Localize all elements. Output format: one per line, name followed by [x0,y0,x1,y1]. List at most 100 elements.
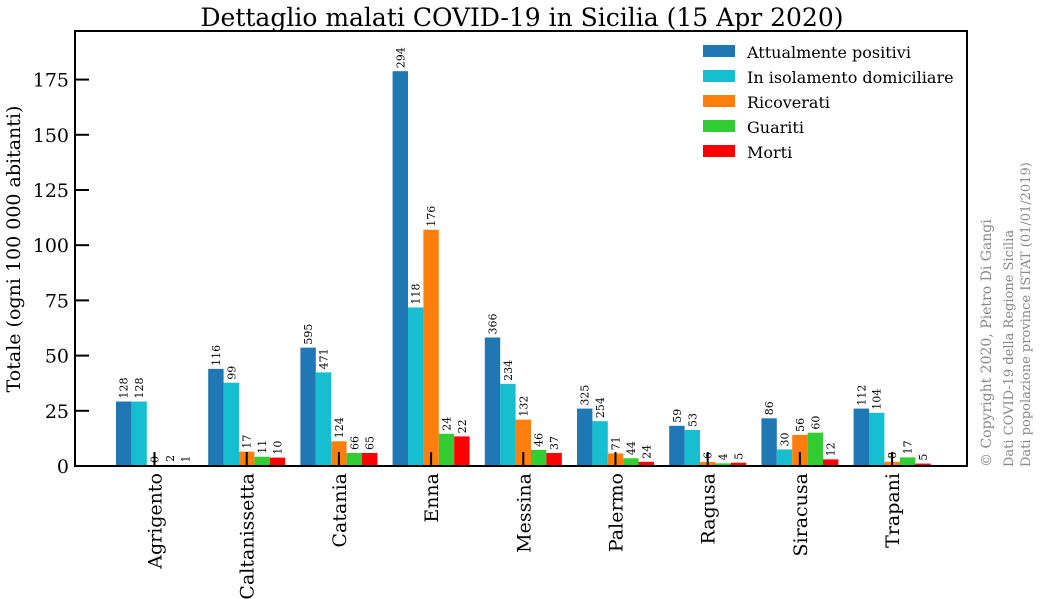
bar-value-label: 325 [579,385,592,406]
bar-trapani-s4 [915,463,931,466]
credit-copyright: © Copyright 2020, Pietro Di Gangi [979,219,995,467]
legend-swatch [703,70,735,82]
bar-caltanissetta-s0 [208,368,224,466]
y-tick-label: 150 [33,125,69,147]
bar-messina-s0 [484,337,501,466]
credit-population-source: Dati popolazione province ISTAT (01/01/2… [1019,162,1034,467]
x-tick-label-enna: Enna [421,473,443,523]
y-axis-label: Totale (ogni 100 000 abitanti) [3,106,25,393]
bar-palermo-s3 [623,458,639,466]
legend-swatch [703,145,735,157]
x-tick-label-agrigento: Agrigento [145,473,167,570]
bar-value-label: 471 [318,348,331,369]
y-tick-label: 0 [57,456,69,478]
bar-siracusa-s1 [776,449,793,466]
bar-value-label: 132 [517,396,530,417]
bar-trapani-s3 [899,457,916,466]
bar-value-label: 17 [902,440,915,454]
bar-ragusa-s1 [684,430,700,466]
x-tick-label-caltanissetta: Caltanissetta [237,473,259,599]
bar-agrigento-s1 [131,401,147,466]
bar-value-label: 30 [779,432,792,446]
bar-value-label: 595 [302,324,315,345]
bar-catania-s3 [346,452,362,466]
legend-swatch [703,45,735,57]
bar-messina-s2 [515,419,531,466]
bar-messina-s1 [500,383,516,466]
bar-caltanissetta-s3 [254,456,270,466]
legend-swatch [703,95,735,107]
credits: © Copyright 2020, Pietro Di Gangi Dati C… [979,162,1034,467]
bar-value-label: 5 [733,453,746,460]
bar-messina-s3 [531,449,547,466]
bar-enna-s4 [454,436,470,466]
bar-value-label: 86 [763,401,776,415]
bar-value-label: 234 [502,360,515,381]
bar-value-label: 118 [410,283,423,304]
bar-value-label: 124 [333,417,346,438]
credit-covid-source: Dati COVID-19 della Regione Sicilia [1002,230,1017,467]
bar-value-label: 12 [825,442,838,456]
bar-value-label: 56 [794,418,807,432]
x-tick-label-siracusa: Siracusa [790,473,812,556]
bar-palermo-s4 [638,461,654,466]
bar-value-label: 4 [717,453,730,460]
bar-value-label: 66 [348,436,361,450]
bar-value-label: 128 [133,378,146,399]
x-tick-label-messina: Messina [513,473,535,553]
bar-value-label: 254 [594,397,607,418]
bar-value-label: 22 [456,419,469,433]
bar-value-label: 46 [533,433,546,447]
bar-value-label: 294 [394,47,407,68]
bar-value-label: 65 [364,436,377,450]
bar-trapani-s0 [853,408,869,466]
bar-value-label: 53 [686,413,699,427]
bar-siracusa-s0 [761,418,777,466]
bar-value-label: 10 [272,441,285,455]
x-tick-label-trapani: Trapani [882,473,904,548]
bar-ragusa-s3 [715,463,731,466]
x-tick-label-catania: Catania [329,473,351,547]
bar-value-label: 176 [425,206,438,227]
bar-value-label: 128 [118,378,131,399]
y-tick-label: 75 [45,290,69,312]
bar-agrigento-s0 [116,401,132,466]
legend-label: Attualmente positivi [746,43,911,62]
bar-value-label: 17 [241,435,254,449]
bar-catania-s0 [300,347,316,466]
bar-siracusa-s3 [807,432,823,466]
legend-swatch [703,120,735,132]
bar-enna-s0 [392,71,408,466]
bar-value-label: 104 [871,389,884,410]
bar-catania-s1 [315,372,332,466]
bar-trapani-s1 [869,412,885,466]
plot-area: 1281165952943663255986112128994711182342… [33,30,968,599]
bar-palermo-s1 [592,421,608,466]
y-tick-label: 100 [33,235,69,257]
bar-enna-s3 [438,433,455,466]
bar-value-label: 116 [210,345,223,366]
bar-ragusa-s4 [730,462,747,466]
bar-value-label: 60 [809,416,822,430]
x-tick-label-ragusa: Ragusa [698,473,720,545]
bar-siracusa-s2 [792,434,808,466]
y-tick-label: 175 [33,70,69,92]
legend-label: Ricoverati [747,93,830,112]
y-tick-label: 50 [45,346,69,368]
bar-enna-s2 [423,229,439,466]
legend-label: In isolamento domiciliare [747,68,954,87]
bar-value-label: 99 [225,366,238,380]
bar-value-label: 71 [610,436,623,450]
bar-value-label: 24 [441,417,454,431]
legend: Attualmente positivi In isolamento domici… [703,43,954,162]
bar-palermo-s0 [577,408,593,466]
bar-ragusa-s0 [669,425,685,466]
bar-value-label: 1 [179,456,192,463]
legend-label: Morti [747,143,792,162]
chart-title: Dettaglio malati COVID-19 in Sicilia (15… [200,3,843,32]
bar-value-label: 366 [487,313,500,334]
bar-value-label: 2 [164,455,177,462]
plot-frame [74,30,968,467]
bar-value-label: 5 [917,454,930,461]
